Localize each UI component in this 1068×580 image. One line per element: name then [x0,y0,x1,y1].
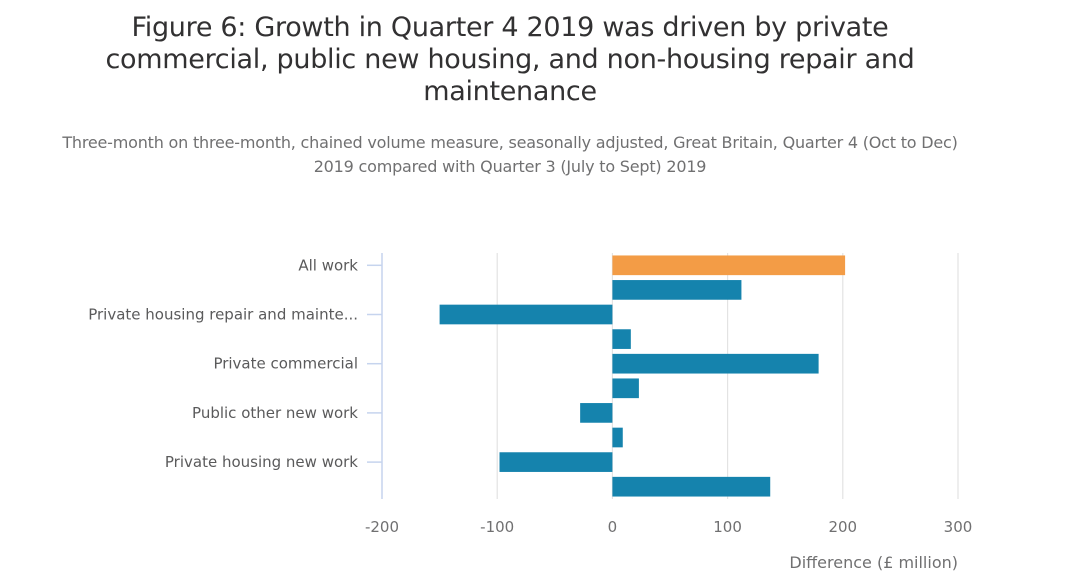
x-tick-label: -100 [480,518,514,536]
x-tick-label: -200 [365,518,399,536]
bar[interactable] [439,304,613,325]
y-axis: All work Private housing repair and maint… [88,253,383,499]
x-tick-label: 200 [828,518,857,536]
bar[interactable] [612,427,623,448]
chart-subtitle: Three-month on three-month, chained volu… [62,133,958,176]
category-label: Public other new work [192,404,358,422]
category-label: Private housing repair and mainte... [88,306,358,324]
bars [439,255,846,497]
x-tick-label: 300 [944,518,973,536]
bar[interactable] [612,329,631,349]
bar-all-work[interactable] [612,255,846,276]
chart-title: Figure 6: Growth in Quarter 4 2019 was d… [105,12,915,107]
x-axis-title: Difference (£ million) [789,553,958,572]
category-label: Private commercial [213,355,358,373]
category-label: Private housing new work [165,453,358,471]
bar[interactable] [499,452,613,472]
x-tick-label: 0 [608,518,618,536]
bar[interactable] [612,378,639,399]
x-tick-label: 100 [713,518,742,536]
bar[interactable] [612,353,819,374]
bar[interactable] [612,476,771,497]
x-axis-ticks: -200 -100 0 100 200 300 [365,518,972,536]
category-label: All work [298,256,358,274]
bar[interactable] [580,403,613,423]
bar[interactable] [612,280,742,300]
